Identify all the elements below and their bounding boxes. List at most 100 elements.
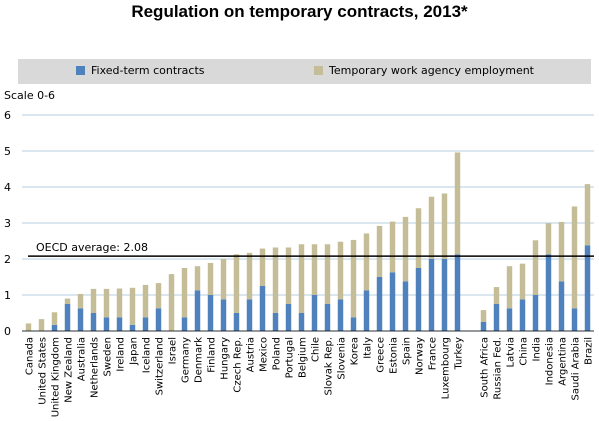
x-tick-label: Slovenia [337, 337, 348, 380]
y-tick-label: 3 [4, 217, 11, 230]
x-tick-label: Estonia [389, 337, 400, 374]
y-tick-label: 0 [4, 325, 11, 338]
x-tick-label: Austria [246, 337, 257, 372]
x-tick-label: Sweden [103, 337, 114, 377]
oecd-average-label: OECD average: 2.08 [36, 241, 148, 254]
bar-fixed-term [402, 281, 409, 331]
x-tick-label: Chile [311, 337, 322, 362]
x-tick-label: Finland [207, 337, 218, 373]
bar-temp-agency [168, 274, 175, 331]
x-tick-label: Ireland [116, 337, 127, 372]
legend-item-fixed-term: Fixed-term contracts [76, 64, 205, 77]
legend-swatch-fixed-term [76, 66, 85, 75]
bar-temp-agency [51, 312, 58, 325]
y-tick-label: 1 [4, 289, 11, 302]
x-tick-label: Australia [77, 337, 88, 381]
legend-swatch-temp-agency [314, 66, 323, 75]
x-tick-label: Brazil [584, 337, 595, 365]
bar-fixed-term [389, 272, 396, 331]
x-tick-label: Israel [168, 337, 179, 364]
bar-temp-agency [324, 244, 331, 304]
x-tick-label: Belgium [298, 337, 309, 378]
bar-temp-agency [311, 244, 318, 295]
bar-temp-agency [259, 248, 266, 286]
x-tick-label: Russian Fed. [493, 337, 504, 400]
bar-fixed-term [285, 304, 292, 331]
bar-temp-agency [532, 240, 539, 295]
x-tick-label: Mexico [259, 337, 270, 372]
bar-temp-agency [519, 263, 526, 300]
legend-label-fixed-term: Fixed-term contracts [91, 64, 205, 77]
bar-temp-agency [558, 221, 565, 282]
bar-temp-agency [506, 266, 513, 309]
bar-temp-agency [25, 323, 32, 331]
bar-temp-agency [285, 247, 292, 304]
x-tick-label: Argentina [558, 337, 569, 386]
bar-fixed-term [129, 324, 136, 331]
bar-fixed-term [480, 322, 487, 331]
bar-fixed-term [545, 254, 552, 331]
y-tick-label: 6 [4, 109, 11, 122]
bar-temp-agency [155, 283, 162, 309]
bar-temp-agency [90, 288, 97, 313]
bar-temp-agency [415, 208, 422, 268]
x-tick-label: New Zealand [64, 337, 75, 403]
bar-temp-agency [233, 254, 240, 313]
bar-temp-agency [116, 288, 123, 318]
bar-fixed-term [363, 290, 370, 331]
x-tick-label: Luxembourg [441, 337, 452, 399]
bar-fixed-term [506, 308, 513, 331]
bar-fixed-term [207, 295, 214, 331]
bar-fixed-term [324, 304, 331, 331]
bar-fixed-term [454, 254, 461, 331]
x-tick-label: Netherlands [90, 337, 101, 398]
bar-temp-agency [129, 287, 136, 325]
x-tick-label: Switzerland [155, 337, 166, 395]
x-tick-label: Korea [350, 337, 361, 365]
x-tick-label: Denmark [194, 337, 205, 383]
bar-fixed-term [77, 308, 84, 331]
legend: Fixed-term contracts Temporary work agen… [18, 59, 591, 84]
bar-fixed-term [51, 324, 58, 331]
bar-temp-agency [77, 293, 84, 309]
x-tick-label: Italy [363, 337, 374, 359]
x-tick-label: Canada [25, 337, 36, 375]
x-tick-label: Turkey [454, 337, 465, 371]
bar-fixed-term [220, 299, 227, 331]
x-tick-label: Germany [181, 337, 192, 383]
x-tick-label: Portugal [285, 337, 296, 378]
bar-fixed-term [311, 295, 318, 331]
x-tick-label: Slovak Rep. [324, 337, 335, 395]
y-tick-label: 5 [4, 145, 11, 158]
bar-fixed-term [246, 299, 253, 331]
bar-fixed-term [272, 313, 279, 331]
bar-fixed-term [116, 317, 123, 331]
x-tick-label: United Kingdom [51, 337, 62, 417]
bar-temp-agency [337, 241, 344, 300]
x-tick-label: Czech Rep. [233, 337, 244, 393]
bar-fixed-term [532, 295, 539, 331]
bar-fixed-term [376, 277, 383, 331]
bar-fixed-term [558, 281, 565, 331]
bar-fixed-term [181, 317, 188, 331]
bar-fixed-term [64, 304, 71, 331]
bar-fixed-term [90, 313, 97, 331]
bar-fixed-term [155, 308, 162, 331]
bar-fixed-term [259, 286, 266, 331]
bar-temp-agency [402, 216, 409, 282]
x-tick-label: France [428, 337, 439, 370]
bar-fixed-term [194, 290, 201, 331]
bar-fixed-term [142, 317, 149, 331]
bar-temp-agency [246, 252, 253, 300]
y-tick-label: 2 [4, 253, 11, 266]
bar-temp-agency [181, 268, 188, 318]
x-tick-label: Saudi Arabia [571, 337, 582, 400]
legend-label-temp-agency: Temporary work agency employment [329, 64, 534, 77]
bar-fixed-term [571, 308, 578, 331]
bar-temp-agency [571, 206, 578, 309]
bar-temp-agency [389, 221, 396, 273]
x-tick-label: Spain [402, 337, 413, 365]
bar-temp-agency [272, 247, 279, 313]
x-tick-label: China [519, 337, 530, 366]
